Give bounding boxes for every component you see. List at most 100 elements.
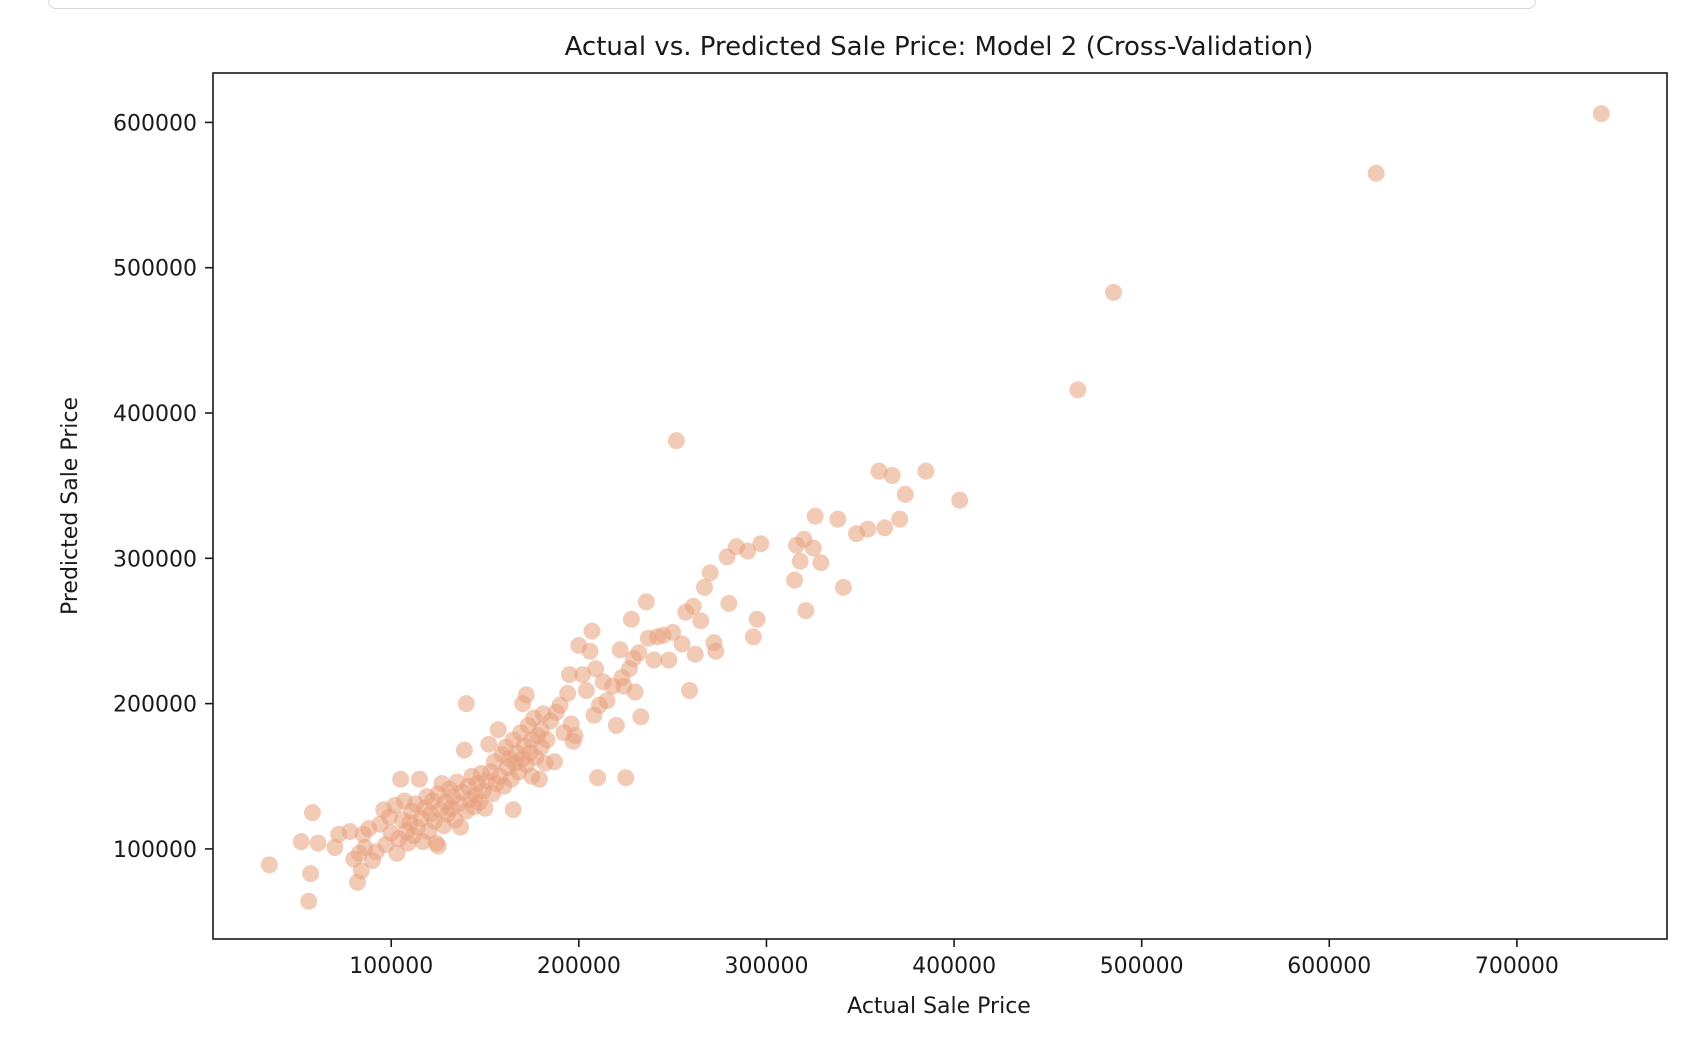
data-point bbox=[303, 804, 321, 822]
data-point bbox=[744, 628, 762, 646]
data-point bbox=[622, 610, 640, 628]
data-point bbox=[917, 462, 935, 480]
data-point bbox=[352, 862, 370, 880]
data-point bbox=[859, 520, 877, 538]
data-point bbox=[410, 770, 428, 788]
y-tick-label: 100000 bbox=[113, 838, 197, 863]
y-tick-label: 600000 bbox=[113, 111, 197, 136]
data-point bbox=[392, 770, 410, 788]
data-point bbox=[587, 660, 605, 678]
data-point bbox=[1592, 105, 1610, 123]
data-point bbox=[626, 683, 644, 701]
data-point bbox=[791, 552, 809, 570]
data-point bbox=[583, 622, 601, 640]
data-point bbox=[667, 432, 685, 450]
data-point bbox=[739, 542, 757, 560]
data-point bbox=[300, 892, 318, 910]
data-points bbox=[260, 105, 1610, 910]
data-point bbox=[883, 467, 901, 484]
data-point bbox=[681, 682, 698, 699]
data-point bbox=[701, 564, 719, 582]
data-point bbox=[538, 731, 556, 749]
data-point bbox=[896, 485, 914, 503]
data-point bbox=[302, 865, 320, 883]
data-point bbox=[480, 735, 498, 753]
x-tick-label: 500000 bbox=[1100, 954, 1184, 979]
data-point bbox=[581, 642, 599, 660]
data-point bbox=[341, 823, 359, 840]
x-axis: 100000 200000 300000 400000 500000 600000 7000… bbox=[349, 939, 1559, 979]
data-point bbox=[891, 510, 909, 528]
data-point bbox=[834, 578, 852, 596]
data-point bbox=[561, 666, 578, 684]
data-point bbox=[692, 612, 710, 630]
y-tick-label: 200000 bbox=[113, 693, 197, 718]
y-tick-label: 400000 bbox=[113, 402, 197, 427]
data-point bbox=[566, 727, 584, 745]
data-point bbox=[684, 597, 702, 615]
data-point bbox=[876, 519, 894, 537]
y-axis: 100000 200000 300000 400000 500000 600000 bbox=[113, 111, 213, 863]
y-axis-label: Predicted Sale Price bbox=[58, 397, 83, 615]
x-tick-label: 400000 bbox=[912, 954, 996, 979]
data-point bbox=[804, 539, 822, 557]
data-point bbox=[517, 686, 535, 704]
data-point bbox=[559, 684, 577, 702]
data-point bbox=[630, 644, 648, 662]
data-point bbox=[632, 708, 650, 726]
data-point bbox=[504, 801, 522, 819]
data-point bbox=[806, 507, 824, 525]
data-point bbox=[457, 695, 475, 713]
data-point bbox=[707, 642, 725, 660]
data-point bbox=[617, 769, 635, 787]
data-point bbox=[577, 682, 595, 699]
data-point bbox=[812, 554, 830, 572]
x-tick-label: 700000 bbox=[1475, 954, 1559, 979]
data-point bbox=[951, 491, 969, 509]
data-point bbox=[589, 769, 607, 787]
data-point bbox=[388, 844, 406, 862]
data-point bbox=[660, 651, 678, 669]
data-point bbox=[530, 770, 548, 788]
data-point bbox=[786, 571, 804, 589]
data-point bbox=[1069, 381, 1087, 399]
x-tick-label: 300000 bbox=[724, 954, 808, 979]
data-point bbox=[476, 799, 494, 817]
data-point bbox=[673, 635, 691, 653]
chart-title: Actual vs. Predicted Sale Price: Model 2… bbox=[565, 32, 1314, 62]
y-tick-label: 300000 bbox=[113, 547, 197, 572]
data-point bbox=[489, 721, 507, 739]
data-point bbox=[455, 741, 473, 759]
plot-area-frame bbox=[212, 72, 1668, 940]
data-point bbox=[829, 510, 847, 528]
data-point bbox=[1105, 283, 1122, 301]
y-tick-label: 500000 bbox=[113, 257, 197, 282]
x-axis-label: Actual Sale Price bbox=[847, 994, 1031, 1019]
data-point bbox=[607, 716, 625, 734]
x-tick-label: 600000 bbox=[1287, 954, 1371, 979]
x-tick-label: 200000 bbox=[537, 954, 621, 979]
data-point bbox=[686, 645, 704, 663]
x-tick-label: 100000 bbox=[349, 954, 433, 979]
data-point bbox=[752, 535, 770, 553]
data-point bbox=[748, 610, 766, 628]
data-point bbox=[452, 818, 470, 836]
data-point bbox=[696, 578, 713, 596]
data-point bbox=[429, 837, 447, 855]
data-point bbox=[720, 594, 738, 612]
data-point bbox=[870, 462, 888, 480]
data-point bbox=[645, 651, 663, 669]
data-point bbox=[326, 839, 344, 856]
data-point bbox=[574, 666, 592, 684]
data-point bbox=[546, 753, 563, 771]
data-point bbox=[637, 593, 655, 611]
data-point bbox=[309, 834, 327, 852]
data-point bbox=[292, 833, 310, 851]
data-point bbox=[664, 623, 682, 641]
data-point bbox=[260, 856, 278, 874]
data-point bbox=[598, 692, 616, 710]
data-point bbox=[1367, 164, 1385, 182]
data-point bbox=[611, 641, 629, 659]
data-point bbox=[797, 602, 815, 620]
